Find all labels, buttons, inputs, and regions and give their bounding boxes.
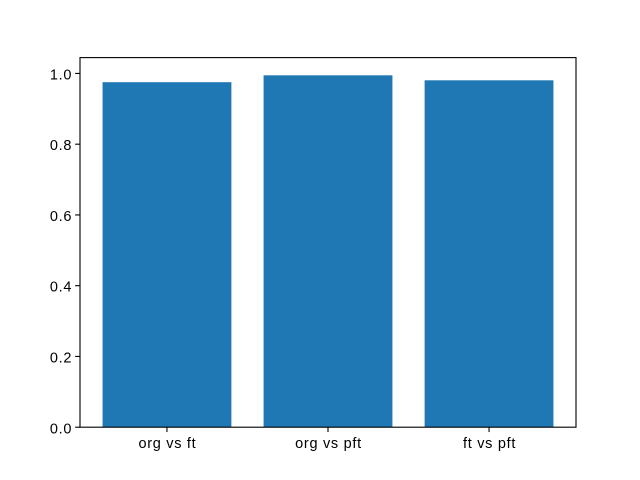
svg-text:0.8: 0.8 bbox=[50, 138, 72, 154]
svg-text:org vs pft: org vs pft bbox=[295, 436, 362, 452]
svg-text:0.2: 0.2 bbox=[50, 351, 72, 367]
svg-text:ft vs pft: ft vs pft bbox=[463, 436, 516, 452]
svg-text:org vs ft: org vs ft bbox=[139, 436, 197, 452]
svg-text:0.4: 0.4 bbox=[50, 280, 72, 296]
svg-text:1.0: 1.0 bbox=[50, 67, 72, 83]
svg-text:0.6: 0.6 bbox=[50, 209, 72, 225]
svg-text:0.0: 0.0 bbox=[50, 421, 72, 437]
